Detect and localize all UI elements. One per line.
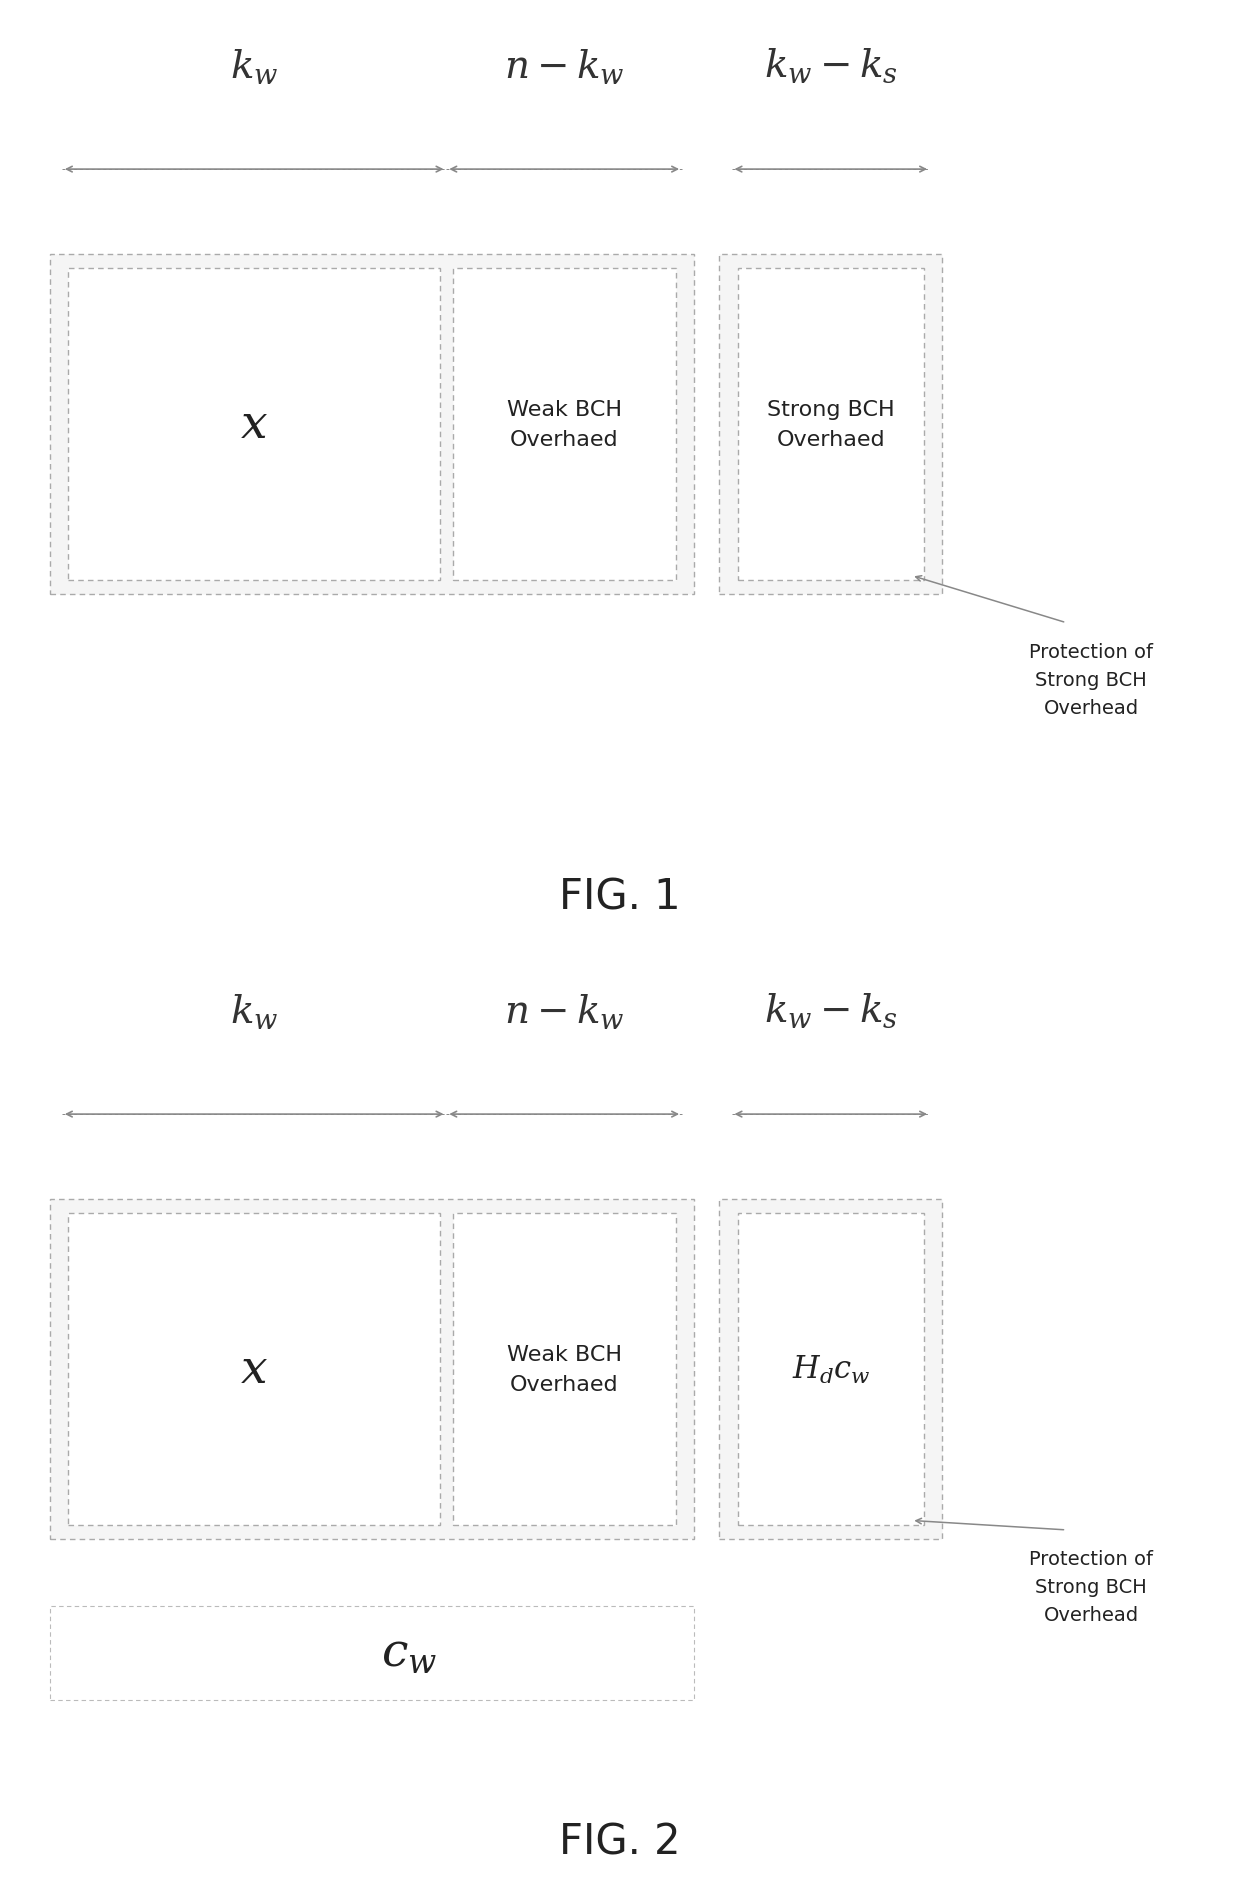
Text: $n-k_{w}$: $n-k_{w}$ [503,992,625,1030]
Text: $H_{d}c_{w}$: $H_{d}c_{w}$ [791,1354,870,1385]
Bar [719,255,942,595]
Text: $k_{w}-k_{s}$: $k_{w}-k_{s}$ [764,992,898,1030]
Bar [738,270,924,582]
Text: Protection of
Strong BCH
Overhead: Protection of Strong BCH Overhead [1029,1549,1153,1625]
Text: $c_{w}$: $c_{w}$ [381,1630,438,1676]
Text: Weak BCH
Overhaed: Weak BCH Overhaed [507,1345,621,1394]
Bar [50,1606,694,1700]
Bar [719,1200,942,1540]
Text: FIG. 1: FIG. 1 [559,876,681,918]
Text: $x$: $x$ [241,402,268,448]
Bar [68,1215,440,1526]
Text: $x$: $x$ [241,1347,268,1392]
Bar [50,255,694,595]
Text: $n-k_{w}$: $n-k_{w}$ [503,47,625,85]
Bar [50,1200,694,1540]
Text: $k_{w}-k_{s}$: $k_{w}-k_{s}$ [764,47,898,85]
Bar [453,270,676,582]
Text: $k_{w}$: $k_{w}$ [231,992,278,1030]
Text: Strong BCH
Overhaed: Strong BCH Overhaed [768,400,894,450]
Text: $k_{w}$: $k_{w}$ [231,47,278,85]
Text: Weak BCH
Overhaed: Weak BCH Overhaed [507,400,621,450]
Text: Protection of
Strong BCH
Overhead: Protection of Strong BCH Overhead [1029,642,1153,718]
Text: FIG. 2: FIG. 2 [559,1821,681,1863]
Bar [453,1215,676,1526]
Bar [738,1215,924,1526]
Bar [68,270,440,582]
